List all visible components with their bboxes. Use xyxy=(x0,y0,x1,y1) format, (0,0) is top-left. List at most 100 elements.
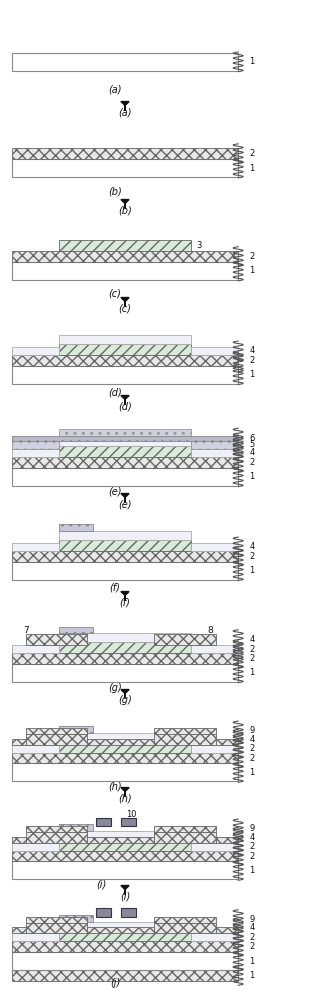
Bar xyxy=(216,739,238,745)
Text: 1: 1 xyxy=(249,668,255,677)
Text: 1: 1 xyxy=(249,472,255,481)
Bar xyxy=(59,824,93,831)
Text: (f): (f) xyxy=(110,583,121,593)
Bar xyxy=(87,739,154,745)
Bar xyxy=(154,826,216,832)
Text: 4: 4 xyxy=(249,833,255,842)
Text: 2: 2 xyxy=(249,754,255,763)
Text: 4: 4 xyxy=(249,635,255,644)
Bar xyxy=(191,933,238,941)
Bar xyxy=(59,642,191,653)
Bar xyxy=(154,728,216,734)
Text: (e): (e) xyxy=(108,487,122,497)
Bar xyxy=(26,917,87,922)
Bar xyxy=(59,839,191,851)
Bar xyxy=(59,429,191,437)
Bar xyxy=(87,837,154,843)
Text: 7: 7 xyxy=(23,626,29,635)
Bar xyxy=(59,633,191,642)
Bar xyxy=(12,645,59,653)
Bar xyxy=(12,739,26,745)
Text: 2: 2 xyxy=(249,842,255,851)
Text: 3: 3 xyxy=(196,241,202,250)
Bar xyxy=(12,543,59,551)
Bar xyxy=(12,251,238,262)
Text: 2: 2 xyxy=(249,644,255,654)
Bar xyxy=(59,733,191,741)
Text: 5: 5 xyxy=(249,440,255,449)
Bar xyxy=(59,726,93,733)
Bar xyxy=(191,745,238,753)
Text: (b): (b) xyxy=(118,205,132,215)
Bar xyxy=(95,818,111,826)
Bar xyxy=(59,335,191,344)
Bar xyxy=(59,831,191,839)
Text: 1: 1 xyxy=(249,370,255,379)
Bar xyxy=(154,917,216,922)
Text: 1: 1 xyxy=(249,164,255,173)
Bar xyxy=(12,927,26,933)
Text: (f): (f) xyxy=(119,597,131,607)
Text: 4: 4 xyxy=(249,735,255,744)
Bar xyxy=(12,449,59,457)
Bar xyxy=(59,930,191,941)
Text: 9: 9 xyxy=(249,726,255,735)
Bar xyxy=(12,745,59,753)
Bar xyxy=(12,457,238,468)
Text: (a): (a) xyxy=(108,85,122,95)
Text: (h): (h) xyxy=(118,793,132,803)
Bar xyxy=(59,540,191,551)
Text: 1: 1 xyxy=(249,971,255,980)
Bar xyxy=(59,446,191,457)
Text: 9: 9 xyxy=(249,915,255,924)
Bar xyxy=(12,753,238,763)
Bar xyxy=(26,728,87,734)
Bar xyxy=(121,818,136,826)
Text: 4: 4 xyxy=(249,346,255,355)
Text: 4: 4 xyxy=(249,542,255,551)
Text: 2: 2 xyxy=(249,149,255,158)
Bar xyxy=(26,922,87,933)
Text: 2: 2 xyxy=(249,942,255,951)
Bar xyxy=(191,347,238,355)
Bar xyxy=(59,627,93,633)
Text: 8: 8 xyxy=(207,626,213,635)
Text: 6: 6 xyxy=(249,434,255,443)
Bar xyxy=(154,734,216,745)
Bar xyxy=(12,941,238,952)
Bar xyxy=(26,634,87,645)
Text: 4: 4 xyxy=(249,923,255,932)
Text: 10: 10 xyxy=(126,810,137,819)
Bar xyxy=(59,741,191,753)
Bar xyxy=(12,837,26,843)
Text: (g): (g) xyxy=(118,695,132,705)
Text: 2: 2 xyxy=(249,654,255,663)
Bar xyxy=(12,262,238,280)
Bar xyxy=(154,634,216,645)
Text: 1: 1 xyxy=(249,566,255,575)
Bar xyxy=(12,843,59,851)
Bar xyxy=(87,927,154,933)
Bar xyxy=(121,908,136,917)
Text: 2: 2 xyxy=(249,933,255,942)
Text: 4: 4 xyxy=(249,448,255,457)
Text: (i): (i) xyxy=(120,891,130,901)
Bar xyxy=(12,468,238,486)
Bar xyxy=(59,922,191,930)
Bar xyxy=(216,927,238,933)
Text: 2: 2 xyxy=(249,552,255,561)
Bar xyxy=(12,562,238,580)
Text: (a): (a) xyxy=(118,107,132,117)
Bar xyxy=(26,832,87,843)
Bar xyxy=(12,551,238,562)
Bar xyxy=(26,734,87,745)
Bar xyxy=(12,53,238,71)
Text: (j): (j) xyxy=(110,978,120,988)
Bar xyxy=(12,933,59,941)
Text: 1: 1 xyxy=(249,768,255,777)
Bar xyxy=(216,837,238,843)
Bar xyxy=(26,826,87,832)
Bar xyxy=(59,437,191,446)
Bar xyxy=(12,159,238,177)
Bar xyxy=(12,664,238,682)
